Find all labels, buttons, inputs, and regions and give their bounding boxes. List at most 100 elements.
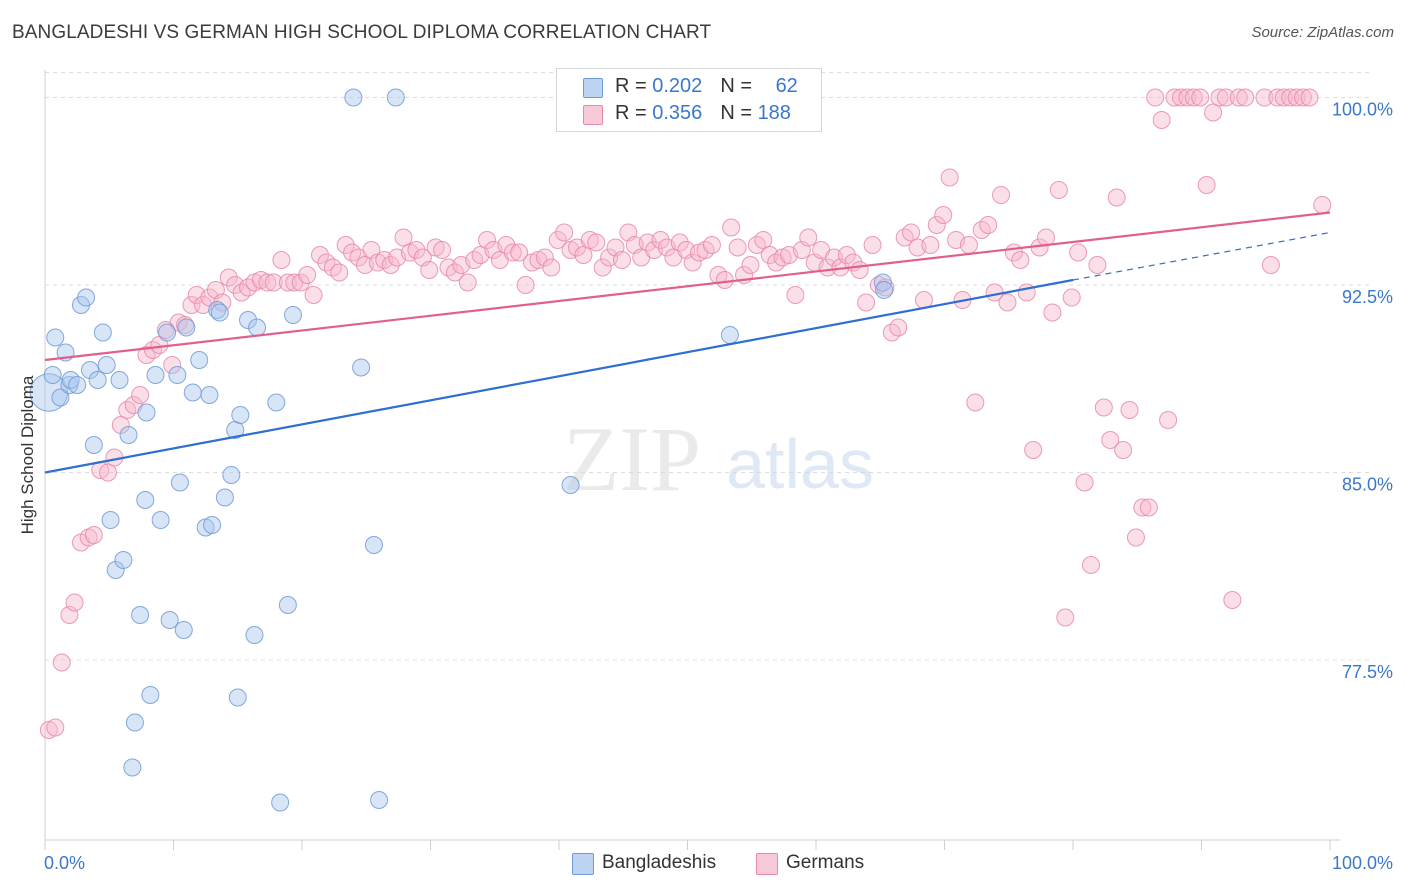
bangladeshi-point <box>137 403 156 422</box>
legend-n-value: 62 <box>775 75 798 97</box>
german-point <box>542 258 561 277</box>
bangladeshi-point <box>146 366 165 384</box>
bangladeshi-point <box>125 713 144 732</box>
german-point <box>979 216 998 234</box>
german-point <box>1204 103 1223 122</box>
bangladeshi-point <box>51 388 70 407</box>
tick-labels: 100.0% 92.5% 85.0% 77.5% 0.0% 100.0% <box>44 100 1393 874</box>
legend-swatch-pink <box>583 105 603 125</box>
german-point <box>1049 181 1068 199</box>
legend-r-value: 0.356 <box>652 102 703 124</box>
bangladeshi-point <box>151 511 170 529</box>
bangladeshi-point <box>170 473 189 492</box>
german-point <box>728 238 747 257</box>
german-point <box>1281 88 1300 107</box>
german-point <box>272 251 291 269</box>
german-point <box>1069 243 1088 262</box>
german-point <box>1191 88 1210 107</box>
bangladeshi-point <box>46 328 65 347</box>
bangladeshi-point <box>123 758 142 777</box>
bangladeshi-point <box>215 488 234 507</box>
german-point <box>1268 88 1287 107</box>
german-point <box>548 231 567 249</box>
german-point <box>998 293 1017 312</box>
bangladeshi-point <box>131 606 150 624</box>
bangladeshi-trend-line <box>44 278 1074 474</box>
y-tick-label: 77.5% <box>1342 662 1393 682</box>
legend-r-label: R = <box>615 102 653 124</box>
german-point <box>927 216 946 234</box>
bangladeshi-point <box>284 306 303 324</box>
german-point <box>291 273 310 292</box>
bangladeshi-point <box>84 436 103 454</box>
german-point <box>722 218 741 237</box>
bangladeshi-point <box>168 366 187 384</box>
chart-title: BANGLADESHI VS GERMAN HIGH SCHOOL DIPLOM… <box>12 22 712 43</box>
y-axis-label: High School Diploma <box>18 375 37 535</box>
x-tick-label-min: 0.0% <box>44 853 85 873</box>
german-point <box>555 223 574 242</box>
german-point <box>715 271 734 289</box>
german-point <box>1024 441 1043 459</box>
german-point <box>1171 88 1190 107</box>
german-point <box>1088 256 1107 274</box>
bangladeshi-point <box>77 288 96 307</box>
y-tick-label: 85.0% <box>1342 475 1393 495</box>
watermark: ZIP atlas <box>563 408 874 510</box>
bangladeshi-point <box>875 281 894 299</box>
legend-swatch-blue <box>583 78 603 98</box>
german-point <box>478 231 497 249</box>
bangladeshi-point <box>110 371 129 389</box>
german-point <box>1081 556 1100 574</box>
bangladeshi-point <box>873 273 892 292</box>
bottom-legend-label-bangladeshis: Bangladeshis <box>602 852 717 873</box>
german-point <box>683 253 702 272</box>
german-point <box>1236 88 1255 107</box>
german-point <box>445 263 464 282</box>
bangladeshi-point <box>239 311 258 329</box>
bangladeshi-point <box>370 791 389 809</box>
german-point <box>966 393 985 412</box>
german-point <box>1216 88 1235 107</box>
german-point <box>1178 88 1197 107</box>
german-point <box>1126 528 1145 547</box>
german-point <box>258 273 277 292</box>
bangladeshi-point <box>97 356 116 374</box>
bangladeshi-point <box>93 323 112 342</box>
bangladeshi-point <box>160 611 179 629</box>
german-point <box>336 236 355 254</box>
bangladeshi-point <box>228 688 247 707</box>
german-point <box>1274 88 1293 107</box>
bangladeshi-point <box>43 366 62 384</box>
legend-n-label: N = <box>720 75 758 97</box>
german-point <box>959 236 978 254</box>
german-point <box>1165 88 1184 107</box>
watermark-zip: ZIP <box>563 408 701 510</box>
german-point <box>1287 88 1306 107</box>
german-point <box>1114 441 1133 459</box>
german-trend-line <box>44 211 1331 362</box>
bangladeshi-point <box>720 326 739 344</box>
bangladeshi-trend-extension <box>1072 231 1331 281</box>
german-point <box>219 268 238 287</box>
german-point <box>754 231 773 249</box>
german-point <box>65 593 84 612</box>
watermark-atlas: atlas <box>726 425 874 503</box>
bangladeshi-point <box>267 393 286 412</box>
german-point <box>381 256 400 274</box>
german-point <box>1294 88 1313 107</box>
german-point <box>535 248 554 267</box>
german-point <box>1094 398 1113 417</box>
german-point <box>79 528 98 547</box>
german-point <box>1184 88 1203 107</box>
bangladeshi-point <box>561 476 580 494</box>
x-tick-label-max: 100.0% <box>1332 853 1393 873</box>
german-point <box>52 653 71 672</box>
legend-n-value: 188 <box>757 102 791 124</box>
german-point <box>1146 88 1165 107</box>
bangladeshi-point <box>352 358 371 377</box>
german-point <box>516 276 535 294</box>
bangladeshi-point <box>141 686 160 704</box>
bangladeshi-point <box>177 318 196 337</box>
german-point <box>574 246 593 264</box>
